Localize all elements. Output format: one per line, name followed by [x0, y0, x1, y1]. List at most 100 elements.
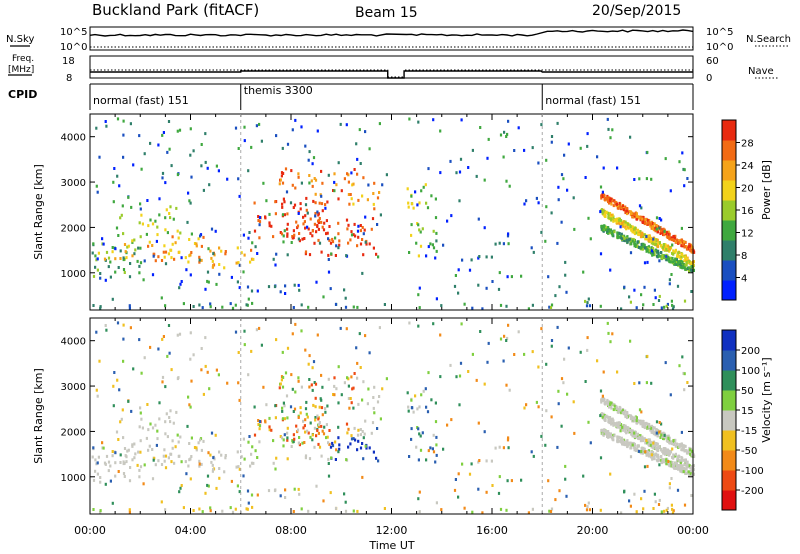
velocity-cell [648, 425, 651, 429]
power-cell [257, 219, 260, 222]
power-cell [682, 254, 685, 258]
power-cell [172, 217, 175, 221]
velocity-cell [304, 418, 307, 422]
power-cell [684, 240, 687, 244]
power-cell [430, 194, 433, 198]
velocity-cell [157, 347, 160, 351]
velocity-cell [556, 325, 559, 329]
power-cell [279, 178, 282, 182]
power-cell [286, 212, 289, 216]
velocity-cell [602, 370, 605, 374]
velocity-cell [673, 463, 676, 467]
velocity-cell [92, 446, 95, 450]
power-cell [499, 303, 503, 307]
velocity-cell [527, 511, 530, 515]
power-cell [683, 168, 686, 172]
velocity-cell [247, 501, 250, 505]
power-cell [332, 189, 335, 192]
velocity-cell [170, 460, 173, 464]
velocity-cell [206, 483, 209, 487]
velocity-cell [305, 400, 308, 404]
velocity-cell [273, 489, 277, 493]
power-cell [674, 257, 677, 261]
velocity-cell [158, 417, 161, 421]
power-cell [352, 305, 355, 309]
power-cell [280, 232, 284, 236]
power-cell [272, 235, 275, 239]
power-cell [272, 257, 275, 261]
power-cell [665, 244, 668, 248]
velocity-cell [366, 402, 369, 406]
power-cell [165, 208, 168, 212]
x-tick-label: 00:00 [74, 524, 106, 537]
power-cell [618, 235, 621, 239]
velocity-cell [254, 449, 257, 453]
velocity-cell [307, 362, 310, 366]
velocity-cell [629, 339, 632, 343]
power-cell [523, 202, 526, 206]
velocity-cell [653, 492, 656, 496]
velocity-cell [486, 360, 489, 364]
power-cell [517, 126, 520, 130]
power-cell [507, 232, 510, 236]
power-cell [311, 184, 314, 188]
velocity-cell [455, 375, 458, 379]
velocity-cell [375, 456, 378, 460]
power-cell [122, 155, 125, 159]
power-cell [609, 268, 612, 272]
velocity-cell [157, 459, 160, 463]
power-cell [349, 193, 352, 196]
velocity-cell [114, 451, 117, 455]
velocity-cell [560, 377, 564, 381]
power-cell [629, 225, 632, 228]
power-cell [623, 220, 626, 224]
nave-tick-max: 60 [706, 56, 719, 67]
velocity-cell [292, 440, 295, 444]
velocity-cell [251, 505, 254, 509]
velocity-cell [624, 409, 627, 413]
velocity-cell [189, 457, 192, 461]
velocity-cell [361, 475, 364, 479]
power-cell [98, 155, 101, 159]
velocity-cell [425, 458, 428, 462]
velocity-cell [435, 443, 438, 447]
velocity-cell [601, 399, 604, 403]
velocity-cell [415, 445, 418, 449]
velocity-cell [506, 438, 510, 442]
velocity-cell [662, 460, 665, 463]
velocity-cell [209, 453, 212, 457]
velocity-cell [665, 462, 668, 466]
velocity-cell [127, 399, 130, 403]
power-cell [645, 235, 648, 238]
power-cell [140, 213, 143, 217]
power-cell [406, 187, 409, 191]
velocity-cell [646, 425, 649, 429]
power-cell [625, 238, 628, 242]
power-cell [635, 215, 638, 219]
velocity-cell [346, 431, 349, 435]
velocity-cell [131, 443, 134, 447]
power-cell [667, 230, 670, 234]
power-cell [373, 207, 376, 211]
power-cell [364, 240, 367, 244]
power-cell [662, 256, 665, 259]
power-cell [283, 229, 286, 233]
velocity-cell [670, 464, 673, 468]
velocity-cell [329, 491, 332, 495]
power-cell [609, 217, 613, 221]
power-cell [281, 213, 285, 217]
velocity-cell [368, 351, 371, 355]
power-cell [320, 250, 323, 254]
power-cell [152, 254, 155, 258]
velocity-cell [158, 401, 161, 405]
power-cell [299, 202, 302, 206]
power-cell [693, 250, 696, 254]
power-cell [268, 224, 271, 228]
velocity-cell [439, 375, 442, 379]
velocity-cell [647, 443, 650, 447]
freq-tick-min: 8 [66, 73, 72, 84]
velocity-cell [201, 510, 204, 514]
power-cell [94, 265, 97, 269]
velocity-cell [418, 510, 421, 514]
velocity-cell [109, 479, 112, 483]
